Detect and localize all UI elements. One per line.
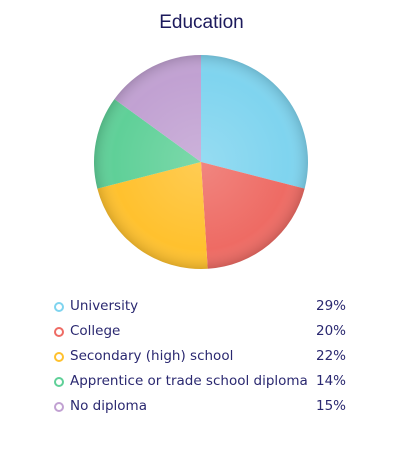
legend-value: 29% — [315, 298, 346, 314]
legend-label: University — [70, 298, 139, 314]
legend-item-college[interactable]: College 20% — [54, 319, 346, 344]
legend-label: Apprentice or trade school diploma — [70, 373, 308, 389]
legend-item-secondary-high-school[interactable]: Secondary (high) school 22% — [54, 344, 346, 369]
legend-item-no-diploma[interactable]: No diploma 15% — [54, 394, 346, 419]
pie-chart — [87, 48, 315, 276]
legend-marker — [54, 402, 64, 412]
legend-value: 14% — [315, 373, 346, 389]
legend-item-apprentice-or-trade-school-diploma[interactable]: Apprentice or trade school diploma 14% — [54, 369, 346, 394]
legend-value: 20% — [315, 323, 346, 339]
legend-label: College — [70, 323, 121, 339]
chart-title: Education — [159, 12, 244, 33]
legend-marker — [54, 377, 64, 387]
legend-marker — [54, 352, 64, 362]
legend-item-university[interactable]: University 29% — [54, 294, 346, 319]
legend-label: No diploma — [70, 398, 147, 414]
legend: University 29% College 20% Secondary (high) … — [54, 294, 346, 419]
legend-value: 15% — [315, 398, 346, 414]
pie-svg — [94, 55, 309, 270]
legend-marker — [54, 302, 64, 312]
legend-marker — [54, 327, 64, 337]
legend-label: Secondary (high) school — [70, 348, 234, 364]
legend-value: 22% — [315, 348, 346, 364]
